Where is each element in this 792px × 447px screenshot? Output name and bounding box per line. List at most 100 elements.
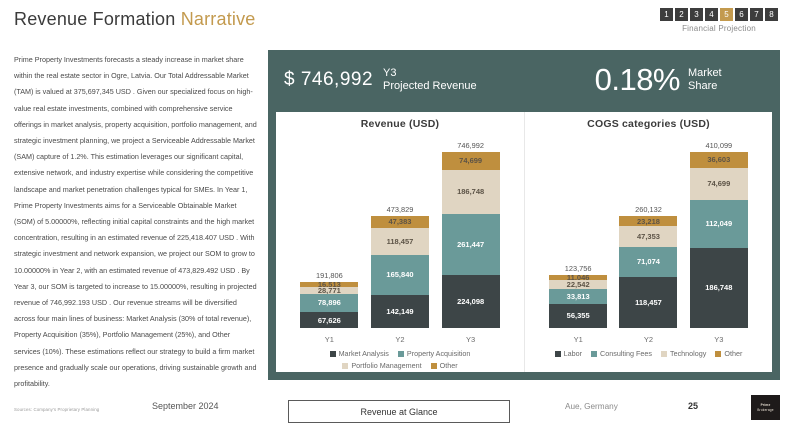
stacked-bar[interactable]: 74,699 186,748 261,447 224,098 xyxy=(441,152,500,328)
footer: Sources: Company's Proprietary Planning … xyxy=(0,387,792,447)
bar-segment[interactable]: 186,748 xyxy=(441,169,500,214)
page-indicator-3[interactable]: 3 xyxy=(690,8,703,21)
kpi-banner: $ 746,992 Y3 Projected Revenue 0.18% Mar… xyxy=(268,50,780,109)
legend-item[interactable]: Portfolio Management xyxy=(342,361,422,370)
footer-sources: Sources: Company's Proprietary Planning xyxy=(14,407,100,412)
bar-segment[interactable]: 71,074 xyxy=(619,246,678,278)
chart-cogs-title: COGS categories (USD) xyxy=(587,118,710,130)
page-indicator-1[interactable]: 1 xyxy=(660,8,673,21)
bar-segment[interactable]: 74,699 xyxy=(689,167,748,200)
page-indicator-label: Financial Projection xyxy=(682,24,756,33)
bar-segment[interactable]: 112,049 xyxy=(689,199,748,248)
legend-swatch-icon xyxy=(660,350,667,357)
chart-cogs: COGS categories (USD) 123,756 11,046 22,54… xyxy=(524,112,772,372)
legend-swatch-icon xyxy=(715,350,722,357)
bar-segment[interactable]: 22,542 xyxy=(549,279,608,290)
stacked-bar[interactable]: 23,218 47,353 71,074 118,457 xyxy=(619,216,678,328)
page-indicator-7[interactable]: 7 xyxy=(750,8,763,21)
bar-segment[interactable]: 47,383 xyxy=(370,216,429,228)
bar-segment[interactable]: 74,699 xyxy=(441,152,500,170)
stacked-bar[interactable]: 11,046 22,542 33,813 56,355 xyxy=(549,274,608,328)
legend-label: Property Acquisition xyxy=(406,349,471,358)
kpi-revenue-label: Y3 Projected Revenue xyxy=(383,67,477,93)
chart-cogs-axis: Y1 Y2 Y3 xyxy=(529,329,768,344)
legend-item[interactable]: Property Acquisition xyxy=(397,349,471,358)
kpi-share-label-line1: Market xyxy=(688,66,722,79)
bar-segment[interactable]: 118,457 xyxy=(619,277,678,328)
bar-segment[interactable]: 16,513 xyxy=(300,281,359,287)
bar-group-y1: 191,806 16,513 28,771 78,896 67,626 xyxy=(300,271,359,328)
axis-label-y1: Y1 xyxy=(573,335,583,344)
page-indicator-6[interactable]: 6 xyxy=(735,8,748,21)
bar-segment[interactable]: 165,840 xyxy=(370,255,429,295)
legend-item[interactable]: Technology xyxy=(660,349,706,358)
axis-label-y2: Y2 xyxy=(643,335,654,344)
axis-label-y1: Y1 xyxy=(324,335,334,344)
legend-label: Other xyxy=(724,349,743,358)
legend-item[interactable]: Consulting Fees xyxy=(591,349,652,358)
stacked-bar[interactable]: 47,383 118,457 165,840 142,149 xyxy=(370,216,429,328)
footer-location: Aue, Germany xyxy=(565,402,618,411)
legend-item[interactable]: Other xyxy=(715,349,742,358)
bar-total-label: 746,992 xyxy=(457,141,484,151)
stacked-bar[interactable]: 16,513 28,771 78,896 67,626 xyxy=(300,281,359,328)
bar-segment[interactable]: 261,447 xyxy=(441,213,500,276)
chart-cogs-plot: 123,756 11,046 22,542 33,813 56,355 260,132 23… xyxy=(529,132,768,328)
page-title-accent: Narrative xyxy=(180,9,256,29)
bar-total-label: 123,756 xyxy=(564,263,592,273)
page-title: Revenue Formation Narrative xyxy=(14,9,256,30)
bar-segment[interactable]: 118,457 xyxy=(370,227,429,256)
bar-segment[interactable]: 11,046 xyxy=(549,274,608,280)
kpi-share-label: Market Share xyxy=(688,67,722,93)
stacked-bar[interactable]: 36,603 74,699 112,049 186,748 xyxy=(689,152,748,328)
company-logo-line2: Brokerage xyxy=(757,408,774,412)
page-indicator-4[interactable]: 4 xyxy=(705,8,718,21)
kpi-market-share: 0.18% Market Share xyxy=(594,61,722,97)
page-indicator-8[interactable]: 8 xyxy=(765,8,778,21)
legend-label: Portfolio Management xyxy=(351,361,422,370)
bar-segment[interactable]: 56,355 xyxy=(549,303,608,328)
chart-revenue-legend: Market Analysis Property Acquisition Portf… xyxy=(293,349,508,370)
legend-swatch-icon xyxy=(397,350,404,357)
narrative-text: Prime Property Investments forecasts a s… xyxy=(14,55,257,389)
legend-label: Other xyxy=(439,361,458,370)
chart-revenue-title: Revenue (USD) xyxy=(360,118,440,130)
bar-segment[interactable]: 186,748 xyxy=(689,247,748,328)
kpi-share-value: 0.18% xyxy=(594,61,681,97)
bar-segment[interactable]: 67,626 xyxy=(300,312,359,328)
axis-label-y3: Y3 xyxy=(466,335,476,344)
chart-revenue-plot: 191,806 16,513 28,771 78,896 67,626 473,829 47… xyxy=(280,132,520,328)
bar-segment[interactable]: 36,603 xyxy=(689,152,748,168)
company-logo: Prime Brokerage xyxy=(751,395,780,420)
charts-container: Revenue (USD) 191,806 16,513 28,771 78,896 6… xyxy=(276,112,772,372)
kpi-share-label-line2: Share xyxy=(688,79,718,92)
legend-item[interactable]: Other xyxy=(430,361,458,370)
bar-group-y3: 410,099 36,603 74,699 112,049 186,748 xyxy=(689,141,748,328)
bar-segment[interactable]: 224,098 xyxy=(441,275,500,328)
bar-segment[interactable]: 142,149 xyxy=(370,294,429,328)
bar-segment[interactable]: 47,353 xyxy=(619,226,678,247)
legend-swatch-icon xyxy=(430,362,437,369)
bar-segment[interactable]: 28,771 xyxy=(300,286,359,294)
bar-segment[interactable]: 23,218 xyxy=(619,216,678,227)
legend-swatch-icon xyxy=(329,350,336,357)
page-indicator-5[interactable]: 5 xyxy=(720,8,733,21)
bar-segment[interactable]: 78,896 xyxy=(300,293,359,313)
bar-group-y3: 746,992 74,699 186,748 261,447 224,098 xyxy=(441,141,500,328)
page-indicator-2[interactable]: 2 xyxy=(675,8,688,21)
bar-segment[interactable]: 33,813 xyxy=(549,289,608,304)
bar-group-y2: 473,829 47,383 118,457 165,840 142,149 xyxy=(370,205,429,328)
legend-label: Consulting Fees xyxy=(600,349,652,358)
bar-total-label: 473,829 xyxy=(386,205,414,215)
footer-date: September 2024 xyxy=(152,401,219,411)
legend-item[interactable]: Market Analysis xyxy=(329,349,389,358)
axis-label-y3: Y3 xyxy=(714,335,724,344)
chart-cogs-legend: Labor Consulting Fees Technology Other xyxy=(529,349,768,358)
legend-swatch-icon xyxy=(591,350,598,357)
legend-item[interactable]: Labor xyxy=(554,349,582,358)
bar-group-y2: 260,132 23,218 47,353 71,074 118,457 xyxy=(619,205,678,328)
footer-section-button[interactable]: Revenue at Glance xyxy=(288,400,510,423)
